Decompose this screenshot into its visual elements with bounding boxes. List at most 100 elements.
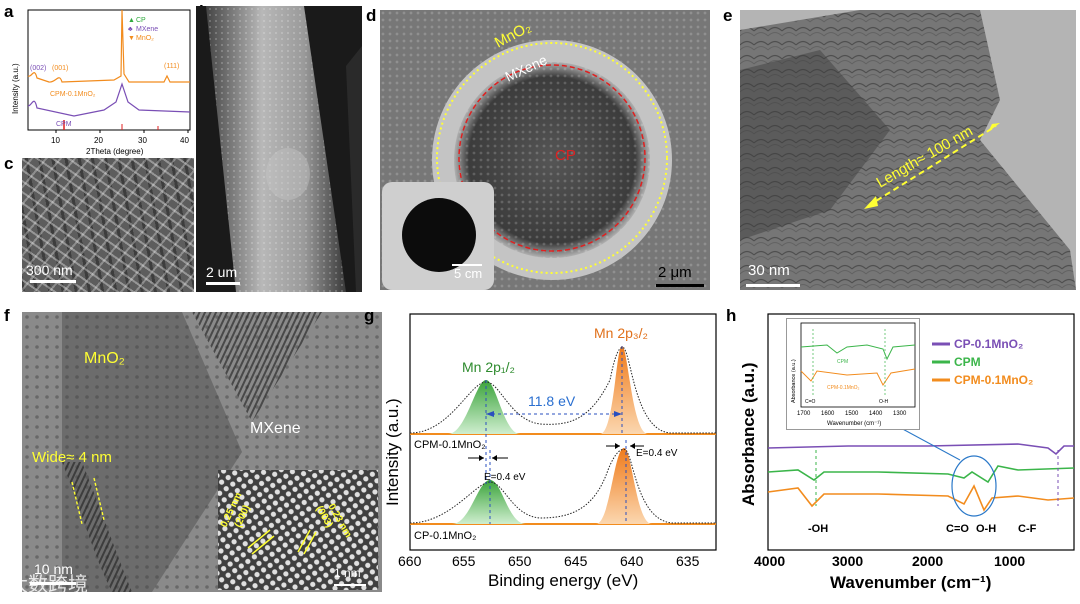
ftir-tick-3000: 3000 (832, 553, 863, 569)
panel-label-g: g (364, 306, 375, 325)
ftir-tick-4000: 4000 (754, 553, 785, 569)
xrd-tick-10: 10 (51, 136, 60, 145)
xps-xlabel: Binding energy (eV) (488, 571, 638, 590)
panel-b-scale-text: 2 um (206, 264, 238, 280)
xps-bottom-peak-1 (452, 480, 526, 524)
xps-ylabel: Intensity (a.u.) (383, 398, 402, 506)
ftir-annot-oh2: O-H (976, 523, 996, 535)
panel-d-inset-photo: 5 cm (382, 182, 494, 290)
panel-h-ftir-chart: CP-0.1MnO₂ CPM CPM-0.1MnO₂ -OH C=O O-H C… (728, 310, 1078, 604)
ftir-inset-mark-oh: O-H (879, 399, 889, 405)
xps-peak-label-2p32: Mn 2p₃/₂ (594, 325, 648, 341)
ftir-inset-tick-1400: 1400 (869, 411, 883, 417)
ftir-legend-cp-mno2: CP-0.1MnO₂ (954, 337, 1023, 351)
panel-e-scale-text: 30 nm (748, 262, 790, 279)
xrd-legend-mxene-icon: ♣ (128, 26, 133, 33)
panel-label-d: d (366, 6, 377, 25)
ftir-legend-cpm-mno2: CPM-0.1MnO₂ (954, 373, 1033, 387)
panel-f-wide-label: Wide≈ 4 nm (32, 449, 112, 466)
panel-d-scalebar (656, 284, 704, 287)
xps-peak-label-2p12: Mn 2p₁/₂ (462, 359, 515, 375)
xps-tick-650: 650 (508, 553, 532, 569)
xrd-tick-20: 20 (94, 136, 103, 145)
xrd-series-cpm-mno2 (27, 9, 190, 83)
xps-bottom-peak-2 (596, 448, 652, 524)
xps-tick-645: 645 (564, 553, 588, 569)
panel-e-tem-image: Length≈ 100 nm 30 nm (740, 10, 1076, 290)
panel-label-f: f (4, 306, 10, 325)
ftir-inset-series-cpm: CPM (837, 359, 848, 365)
panel-d-scale-text: 2 μm (658, 264, 692, 281)
xps-series-label-top: CPM-0.1MnO₂ (414, 439, 486, 451)
xrd-tick-30: 30 (138, 136, 147, 145)
panel-d-sem-image: MnO₂ MXene CP 5 cm 2 μm (380, 10, 710, 290)
panel-label-h: h (726, 306, 737, 325)
panel-c-sem-image: 300 nm (22, 158, 194, 292)
watermark-text: 大数跨境 (8, 572, 88, 596)
xrd-series-label-cpm-mno2: CPM-0.1MnO₂ (50, 91, 96, 98)
panel-label-e: e (723, 6, 733, 25)
panel-f-scalebar (30, 582, 76, 585)
xrd-tick-40: 40 (180, 136, 189, 145)
xps-tick-655: 655 (452, 553, 476, 569)
ftir-annot-cf: C-F (1018, 523, 1037, 535)
panel-d-cp-label: CP (555, 147, 576, 164)
ftir-legend-cpm: CPM (954, 355, 981, 369)
ftir-annot-co: C=O (946, 523, 969, 535)
xrd-series-label-cpm: CPM (56, 121, 72, 128)
ftir-inset-xlabel: Wavenumber (cm⁻¹) (827, 421, 881, 427)
xrd-legend-mxene: MXene (136, 26, 158, 33)
xrd-legend-mno2-icon: ▼ (128, 35, 135, 42)
panel-c-scalebar (30, 280, 76, 283)
panel-d-inset-disc (402, 198, 476, 272)
panel-d-inset-scale: 5 cm (454, 266, 483, 281)
panel-e-scalebar (746, 284, 800, 287)
ftir-inset-mark-co: C=O (805, 399, 816, 405)
xrd-xlabel: 2Theta (degree) (86, 147, 144, 156)
panel-f-scale-text: 10 nm (34, 561, 73, 577)
xrd-ylabel: Intensity (a.u.) (11, 63, 20, 114)
ftir-inset-chart: CPM CPM-0.1MnO₂ C=O O-H 1700 1600 1500 1… (786, 318, 920, 430)
panel-f-mno2-label: MnO₂ (84, 350, 125, 367)
ftir-series-cpm (767, 465, 1075, 484)
xrd-legend-cp: CP (136, 17, 146, 24)
ftir-series-cpm-mno2 (767, 484, 1075, 512)
xps-tick-640: 640 (620, 553, 644, 569)
xps-shift-label-2: E=0.4 eV (636, 448, 678, 459)
xps-tick-660: 660 (398, 553, 422, 569)
ftir-annot-oh: -OH (808, 523, 828, 535)
xrd-peak-001: (001) (52, 65, 68, 72)
xrd-series-cpm (27, 82, 191, 117)
ftir-inset-series-cpm-mno2: CPM-0.1MnO₂ (827, 385, 860, 391)
panel-f-mxene-label: MXene (250, 420, 301, 437)
panel-label-c: c (4, 154, 14, 173)
xps-top-peak-2 (600, 346, 648, 434)
ftir-xlabel: Wavenumber (cm⁻¹) (830, 573, 991, 592)
ftir-inset-tick-1600: 1600 (821, 411, 835, 417)
ftir-tick-2000: 2000 (912, 553, 943, 569)
panel-g-xps-chart: Mn 2p₁/₂ Mn 2p₃/₂ 11.8 eV E=0.4 eV E=0.4… (380, 310, 720, 604)
xrd-peak-002: (002) (30, 65, 46, 72)
xps-series-label-bottom: CP-0.1MnO₂ (414, 530, 476, 542)
panel-b-sem-image: 2 um (196, 6, 362, 292)
xps-gap-label: 11.8 eV (528, 393, 576, 409)
xrd-peak-111: (111) (164, 63, 179, 70)
panel-a-xrd-chart: 10 20 30 40 2Theta (degree) Intensity (a… (4, 6, 194, 156)
ftir-inset-ylabel: Absorbance (a.u.) (791, 359, 797, 403)
ftir-tick-1000: 1000 (994, 553, 1025, 569)
ftir-inset-tick-1300: 1300 (893, 411, 907, 417)
xps-tick-635: 635 (676, 553, 700, 569)
ftir-series-cp-mno2 (767, 443, 1074, 456)
panel-label-a: a (4, 2, 14, 21)
xps-top-peak-1 (448, 380, 520, 434)
panel-b-scalebar (206, 282, 240, 285)
panel-f-inset-scale: 1 nm (334, 566, 361, 580)
xps-shift-label-1: E=0.4 eV (484, 472, 526, 483)
ftir-inset-tick-1500: 1500 (845, 411, 859, 417)
ftir-ylabel: Absorbance (a.u.) (739, 362, 758, 506)
panel-f-tem-image: MnO₂ MXene Wide≈ 4 nm 0.25 nm (200) 0.23… (22, 312, 382, 592)
panel-c-scale-text: 300 nm (26, 262, 73, 278)
xrd-legend-mno2: MnO₂ (136, 35, 154, 42)
ftir-inset-tick-1700: 1700 (797, 411, 811, 417)
panel-f-inset-lattice: 0.25 nm (200) 0.23 nm (003) 1 nm (218, 470, 378, 590)
